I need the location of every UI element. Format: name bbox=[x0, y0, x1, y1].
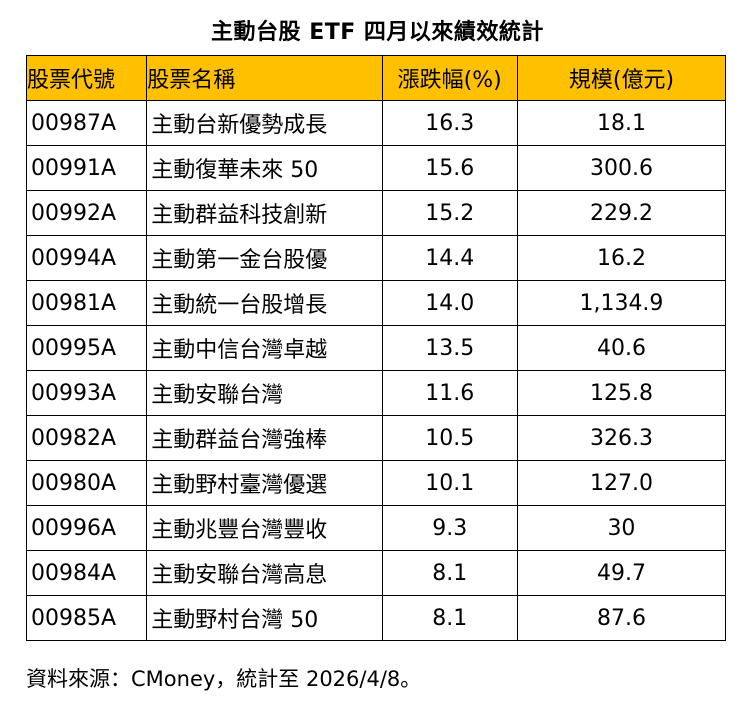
table-row: 00984A 主動安聯台灣高息 8.1 49.7 bbox=[25, 550, 727, 596]
cell-fund-size: 16.2 bbox=[516, 235, 727, 281]
cell-change-pct: 9.3 bbox=[381, 505, 518, 551]
table-row: 00994A 主動第一金台股優 14.4 16.2 bbox=[25, 235, 727, 281]
cell-fund-size: 326.3 bbox=[516, 415, 727, 461]
cell-stock-name: 主動群益科技創新 bbox=[146, 190, 383, 236]
cell-stock-code: 00991A bbox=[25, 145, 148, 191]
table-row: 00980A 主動野村臺灣優選 10.1 127.0 bbox=[25, 460, 727, 506]
cell-change-pct: 16.3 bbox=[381, 100, 518, 146]
cell-stock-name: 主動復華未來 50 bbox=[146, 145, 383, 191]
cell-stock-code: 00984A bbox=[25, 550, 148, 596]
cell-stock-name: 主動群益台灣強棒 bbox=[146, 415, 383, 461]
cell-stock-code: 00980A bbox=[25, 460, 148, 506]
table-row: 00981A 主動統一台股增長 14.0 1,134.9 bbox=[25, 280, 727, 326]
table-row: 00982A 主動群益台灣強棒 10.5 326.3 bbox=[25, 415, 727, 461]
cell-stock-name: 主動野村臺灣優選 bbox=[146, 460, 383, 506]
cell-fund-size: 127.0 bbox=[516, 460, 727, 506]
cell-stock-name: 主動安聯台灣高息 bbox=[146, 550, 383, 596]
cell-stock-code: 00992A bbox=[25, 190, 148, 236]
cell-fund-size: 49.7 bbox=[516, 550, 727, 596]
table-header-row: 股票代號 股票名稱 漲跌幅(%) 規模(億元) bbox=[25, 55, 727, 101]
cell-stock-name: 主動台新優勢成長 bbox=[146, 100, 383, 146]
cell-change-pct: 10.1 bbox=[381, 460, 518, 506]
header-change-pct: 漲跌幅(%) bbox=[381, 55, 518, 101]
cell-stock-code: 00981A bbox=[25, 280, 148, 326]
cell-change-pct: 15.2 bbox=[381, 190, 518, 236]
cell-fund-size: 40.6 bbox=[516, 325, 727, 371]
cell-stock-code: 00985A bbox=[25, 595, 148, 641]
cell-stock-name: 主動中信台灣卓越 bbox=[146, 325, 383, 371]
table-row: 00992A 主動群益科技創新 15.2 229.2 bbox=[25, 190, 727, 236]
cell-change-pct: 14.0 bbox=[381, 280, 518, 326]
source-note: 資料來源：CMoney，統計至 2026/4/8。 bbox=[26, 667, 422, 691]
cell-fund-size: 300.6 bbox=[516, 145, 727, 191]
cell-change-pct: 8.1 bbox=[381, 595, 518, 641]
table-row: 00991A 主動復華未來 50 15.6 300.6 bbox=[25, 145, 727, 191]
cell-fund-size: 229.2 bbox=[516, 190, 727, 236]
cell-change-pct: 8.1 bbox=[381, 550, 518, 596]
cell-stock-name: 主動第一金台股優 bbox=[146, 235, 383, 281]
cell-change-pct: 13.5 bbox=[381, 325, 518, 371]
header-stock-name: 股票名稱 bbox=[146, 55, 383, 101]
cell-fund-size: 87.6 bbox=[516, 595, 727, 641]
cell-stock-code: 00993A bbox=[25, 370, 148, 416]
table-row: 00987A 主動台新優勢成長 16.3 18.1 bbox=[25, 100, 727, 146]
cell-fund-size: 1,134.9 bbox=[516, 280, 727, 326]
header-fund-size: 規模(億元) bbox=[516, 55, 727, 101]
cell-stock-code: 00982A bbox=[25, 415, 148, 461]
table-row: 00993A 主動安聯台灣 11.6 125.8 bbox=[25, 370, 727, 416]
cell-stock-name: 主動兆豐台灣豐收 bbox=[146, 505, 383, 551]
cell-change-pct: 10.5 bbox=[381, 415, 518, 461]
cell-stock-code: 00994A bbox=[25, 235, 148, 281]
cell-change-pct: 11.6 bbox=[381, 370, 518, 416]
table-row: 00995A 主動中信台灣卓越 13.5 40.6 bbox=[25, 325, 727, 371]
page-title: 主動台股 ETF 四月以來績效統計 bbox=[211, 20, 544, 45]
cell-stock-name: 主動統一台股增長 bbox=[146, 280, 383, 326]
table-row: 00996A 主動兆豐台灣豐收 9.3 30 bbox=[25, 505, 727, 551]
cell-stock-code: 00996A bbox=[25, 505, 148, 551]
cell-fund-size: 125.8 bbox=[516, 370, 727, 416]
cell-change-pct: 14.4 bbox=[381, 235, 518, 281]
table-body: 00987A 主動台新優勢成長 16.3 18.1 00991A 主動復華未來 50 15.… bbox=[25, 100, 727, 641]
cell-fund-size: 18.1 bbox=[516, 100, 727, 146]
cell-stock-name: 主動安聯台灣 bbox=[146, 370, 383, 416]
cell-stock-code: 00987A bbox=[25, 100, 148, 146]
cell-stock-code: 00995A bbox=[25, 325, 148, 371]
table-row: 00985A 主動野村台灣 50 8.1 87.6 bbox=[25, 595, 727, 641]
cell-stock-name: 主動野村台灣 50 bbox=[146, 595, 383, 641]
header-stock-code: 股票代號 bbox=[25, 55, 148, 101]
cell-change-pct: 15.6 bbox=[381, 145, 518, 191]
cell-fund-size: 30 bbox=[516, 505, 727, 551]
etf-performance-table: 股票代號 股票名稱 漲跌幅(%) 規模(億元) 00987A 主動台新優勢成長 16… bbox=[25, 55, 727, 641]
